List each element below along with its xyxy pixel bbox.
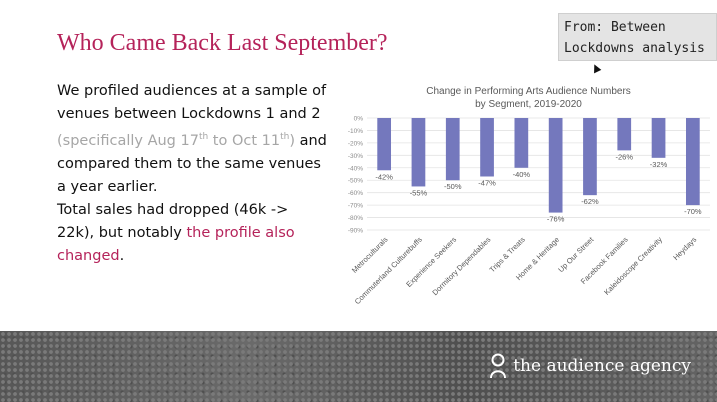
aside-sup-2: th (280, 132, 290, 142)
y-tick-label: -40% (348, 165, 363, 172)
segment-change-bar-chart: Change in Performing Arts Audience Numbe… (348, 86, 710, 306)
data-label: -26% (615, 152, 633, 161)
data-label: -47% (478, 178, 496, 187)
body-p1-main: We profiled audiences at a sample of ven… (57, 83, 327, 122)
x-tick-label: Commuterland Culturebuffs (353, 235, 424, 306)
aside-mid: to Oct 11 (208, 132, 281, 149)
mouse-cursor-icon (590, 62, 602, 74)
body-p2-end: . (119, 247, 125, 264)
tooltip-line-1: From: Between (564, 20, 666, 35)
footer-band: the audience agency (0, 331, 717, 402)
bar (445, 118, 460, 181)
chart-subtitle: by Segment, 2019-2020 (475, 99, 582, 110)
y-tick-label: -20% (348, 140, 363, 147)
bar (548, 118, 563, 213)
y-tick-label: -80% (348, 215, 363, 222)
data-label: -50% (444, 182, 462, 191)
tooltip-line-2: Lockdowns analysis (564, 41, 705, 56)
bar (651, 118, 666, 158)
brand-name: the audience agency (513, 356, 691, 376)
data-label: -70% (684, 207, 702, 216)
chart-title: Change in Performing Arts Audience Numbe… (426, 86, 631, 97)
person-icon (490, 353, 507, 379)
data-label: -62% (581, 197, 599, 206)
data-label: -40% (513, 170, 531, 179)
data-label: -55% (410, 188, 428, 197)
aside-open: (specifically Aug 17 (57, 132, 199, 149)
y-tick-label: 0% (354, 116, 364, 123)
bar (411, 118, 426, 187)
bar (514, 118, 529, 168)
profile-changed-highlight: the profile also changed (57, 224, 295, 264)
x-tick-label: Dormitory Dependables (430, 235, 492, 297)
body-p2-main: Total sales had dropped (46k -> 22k), bu… (57, 201, 289, 241)
bar (480, 118, 494, 177)
data-label: -42% (375, 172, 393, 181)
bar (583, 118, 597, 196)
bar (685, 118, 700, 206)
bar (377, 118, 392, 171)
body-p1-end: and compared them to the same venues a y… (57, 132, 327, 195)
date-range-aside: (specifically Aug 17th to Oct 11th) (57, 132, 295, 149)
slide-title: Who Came Back Last September? (57, 30, 388, 56)
aside-sup-1: th (198, 132, 209, 142)
x-tick-label: Heydays (671, 235, 698, 262)
y-tick-label: -90% (348, 228, 363, 235)
tooltip-box: From: Between Lockdowns analysis (558, 13, 717, 61)
y-tick-label: -30% (348, 153, 363, 160)
y-tick-label: -70% (348, 203, 363, 210)
aside-close: ) (289, 132, 295, 149)
bar (617, 118, 632, 151)
data-label: -76% (547, 215, 565, 224)
y-tick-label: -10% (348, 128, 363, 135)
body-paragraph-1: We profiled audiences at a sample of ven… (57, 80, 327, 199)
y-tick-label: -60% (348, 190, 363, 197)
y-tick-label: -50% (348, 178, 363, 185)
data-label: -32% (650, 160, 668, 169)
brand-logo: the audience agency (489, 353, 691, 379)
body-paragraph-2: Total sales had dropped (46k -> 22k), bu… (57, 199, 327, 268)
body-text: We profiled audiences at a sample of ven… (57, 80, 327, 268)
x-tick-label: Kaleidoscope Creativity (602, 235, 664, 297)
